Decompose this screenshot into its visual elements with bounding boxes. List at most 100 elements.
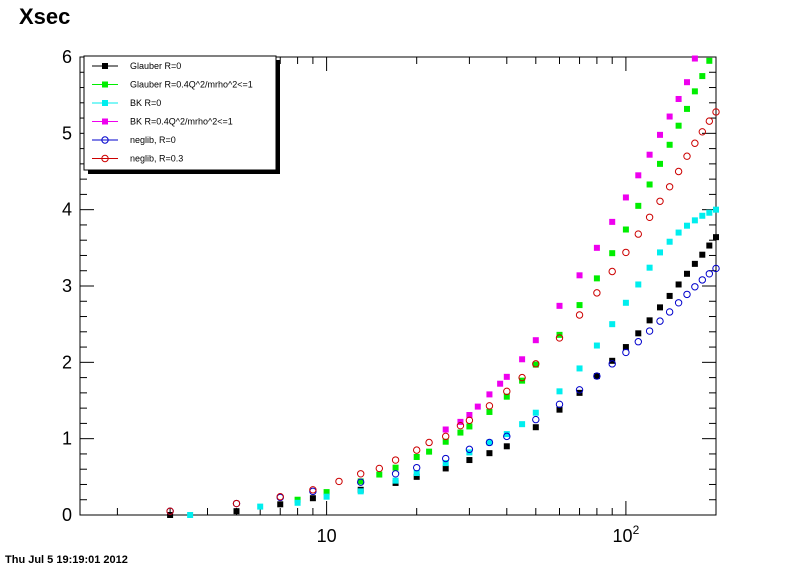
- data-point: [532, 361, 539, 368]
- data-point: [593, 342, 600, 349]
- data-point: [622, 299, 629, 306]
- data-point: [323, 493, 330, 500]
- data-point: [486, 408, 493, 415]
- data-point: [691, 217, 698, 224]
- data-point: [634, 338, 642, 346]
- data-point: [413, 453, 420, 460]
- series-0: [167, 234, 719, 518]
- data-point: [503, 373, 510, 380]
- legend-label: BK R=0.4Q^2/mrho^2<=1: [130, 117, 233, 127]
- data-point: [442, 438, 449, 445]
- data-point: [456, 421, 465, 430]
- data-point: [376, 471, 383, 478]
- data-point: [713, 234, 719, 241]
- data-point: [412, 463, 421, 472]
- data-point: [705, 270, 714, 278]
- data-point: [466, 412, 473, 419]
- data-point: [486, 439, 493, 446]
- data-point: [635, 330, 642, 337]
- data-point: [442, 426, 449, 433]
- data-point: [675, 229, 682, 236]
- data-point: [357, 470, 365, 478]
- data-point: [656, 317, 664, 325]
- data-point: [691, 88, 698, 95]
- data-point: [519, 356, 526, 363]
- data-point: [712, 264, 720, 273]
- data-point: [465, 445, 474, 454]
- data-point: [683, 270, 690, 277]
- data-point: [485, 438, 494, 447]
- data-point: [683, 152, 691, 160]
- data-point: [593, 289, 601, 297]
- y-tick-label: 3: [62, 276, 72, 296]
- data-point: [232, 499, 241, 508]
- data-point: [646, 264, 653, 271]
- data-point: [698, 276, 707, 284]
- data-point: [645, 213, 654, 222]
- legend-box: [83, 55, 277, 171]
- data-point: [666, 141, 673, 148]
- data-point: [646, 151, 653, 158]
- data-point: [674, 167, 683, 176]
- data-point: [503, 393, 510, 400]
- y-tick-label: 5: [62, 123, 72, 143]
- data-point: [657, 249, 664, 256]
- data-point: [413, 473, 420, 480]
- data-point: [485, 402, 494, 410]
- legend-entries: Glauber R=0 Glauber R=0.4Q^2/mrho^2<=1 BK …: [92, 61, 253, 164]
- series-3: [442, 55, 698, 433]
- data-point: [294, 499, 301, 506]
- series-5: [166, 108, 720, 515]
- y-tick-label: 6: [62, 47, 72, 67]
- data-point: [699, 251, 706, 258]
- data-point: [556, 388, 563, 395]
- data-point: [622, 194, 629, 201]
- x-tick-label: 10: [317, 526, 337, 546]
- y-axis: 0 1 2 3 4 5 6: [62, 47, 716, 525]
- data-point: [665, 308, 674, 316]
- data-point: [608, 267, 616, 276]
- data-point: [466, 423, 473, 430]
- data-point: [357, 488, 364, 495]
- data-point: [555, 400, 564, 409]
- data-point: [294, 496, 301, 503]
- data-point: [646, 181, 653, 188]
- data-point: [622, 344, 629, 351]
- data-point: [657, 160, 664, 167]
- data-point: [705, 117, 714, 125]
- data-point: [635, 202, 642, 209]
- data-point: [335, 477, 343, 486]
- data-point: [556, 302, 563, 309]
- legend-label: Glauber R=0: [130, 61, 181, 71]
- data-point: [645, 327, 654, 335]
- data-point: [646, 317, 653, 324]
- data-point: [675, 122, 682, 129]
- legend-label: neglib, R=0.3: [130, 154, 183, 164]
- data-point: [608, 360, 616, 368]
- data-point: [503, 443, 510, 450]
- data-point: [532, 415, 540, 424]
- data-point: [593, 275, 600, 282]
- data-point: [593, 373, 600, 380]
- data-point: [575, 311, 584, 319]
- data-point: [713, 206, 719, 213]
- data-point: [375, 464, 384, 473]
- data-point: [518, 373, 526, 382]
- data-point: [486, 450, 493, 457]
- data-point: [532, 337, 539, 344]
- data-point: [622, 348, 630, 357]
- data-point: [657, 304, 664, 311]
- data-point: [457, 429, 464, 436]
- data-point: [675, 95, 682, 102]
- data-point: [486, 391, 493, 398]
- legend: Glauber R=0 Glauber R=0.4Q^2/mrho^2<=1 BK …: [83, 55, 280, 174]
- chart-title: Xsec: [19, 4, 71, 29]
- data-point: [442, 432, 450, 441]
- data-point: [357, 478, 364, 485]
- data-point: [665, 183, 674, 191]
- data-point: [497, 380, 504, 387]
- data-point: [609, 321, 616, 328]
- data-point: [575, 386, 584, 394]
- data-point: [675, 281, 682, 288]
